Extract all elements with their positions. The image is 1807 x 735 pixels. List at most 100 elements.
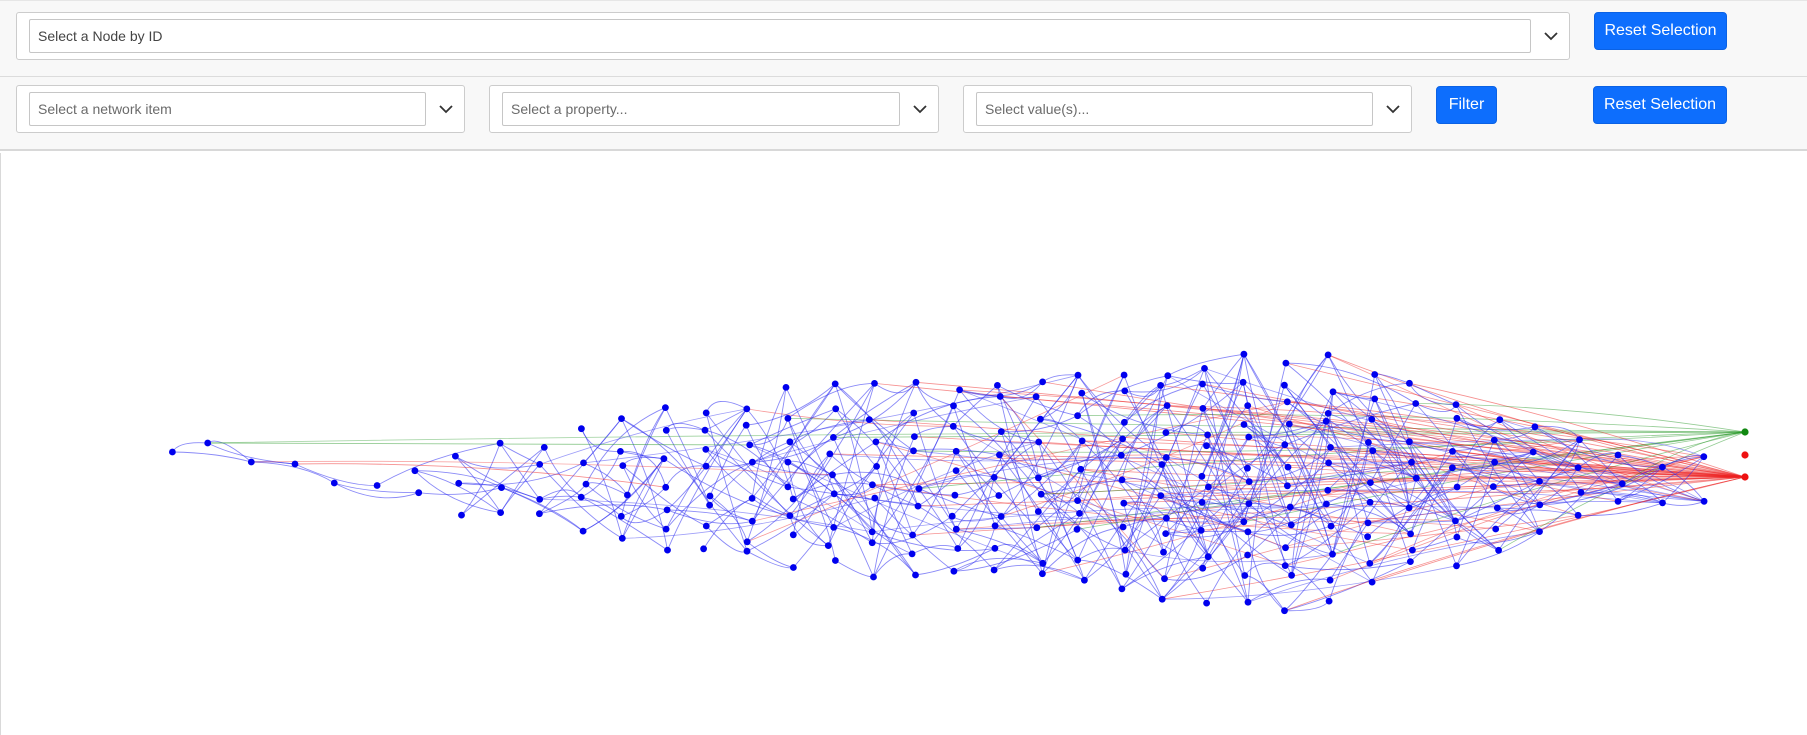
- graph-node[interactable]: [1244, 402, 1252, 409]
- graph-node[interactable]: [1327, 444, 1334, 451]
- graph-node[interactable]: [830, 524, 838, 531]
- graph-node[interactable]: [912, 378, 920, 386]
- graph-node[interactable]: [1367, 479, 1374, 486]
- graph-node[interactable]: [1118, 476, 1126, 484]
- graph-node[interactable]: [1081, 576, 1088, 584]
- graph-node[interactable]: [830, 490, 838, 498]
- graph-node[interactable]: [1074, 497, 1081, 504]
- graph-node[interactable]: [790, 564, 797, 571]
- graph-node[interactable]: [1162, 530, 1170, 537]
- graph-node[interactable]: [784, 458, 792, 466]
- graph-node[interactable]: [1119, 435, 1126, 443]
- graph-node[interactable]: [1074, 412, 1081, 420]
- graph-node[interactable]: [1453, 562, 1460, 570]
- graph-node[interactable]: [1324, 410, 1332, 417]
- graph-node[interactable]: [1035, 438, 1043, 446]
- graph-node[interactable]: [1245, 500, 1253, 507]
- graph-node[interactable]: [952, 467, 960, 474]
- graph-node[interactable]: [660, 455, 668, 463]
- graph-node[interactable]: [1453, 414, 1461, 422]
- graph-node[interactable]: [870, 573, 877, 581]
- graph-node[interactable]: [1406, 438, 1413, 446]
- graph-node[interactable]: [1284, 463, 1292, 471]
- graph-node[interactable]: [996, 393, 1004, 400]
- graph-node[interactable]: [1073, 526, 1081, 533]
- chevron-down-icon[interactable]: [1383, 99, 1403, 119]
- graph-node[interactable]: [1120, 371, 1128, 379]
- graph-node[interactable]: [1452, 517, 1459, 525]
- graph-node[interactable]: [1121, 546, 1129, 554]
- graph-node[interactable]: [706, 501, 713, 509]
- graph-node[interactable]: [1162, 454, 1170, 461]
- graph-node[interactable]: [824, 542, 832, 549]
- graph-node[interactable]: [458, 511, 465, 519]
- graph-node[interactable]: [997, 513, 1005, 520]
- graph-node[interactable]: [1371, 395, 1379, 403]
- network-item-select[interactable]: Select a network item: [16, 85, 465, 133]
- graph-node[interactable]: [701, 426, 709, 434]
- graph-node[interactable]: [1240, 421, 1248, 428]
- graph-node[interactable]: [949, 422, 957, 430]
- graph-node[interactable]: [578, 425, 585, 433]
- graph-node[interactable]: [1199, 564, 1207, 572]
- graph-node[interactable]: [619, 462, 627, 469]
- graph-node[interactable]: [617, 512, 625, 520]
- graph-node[interactable]: [1453, 533, 1461, 541]
- graph-node[interactable]: [995, 492, 1003, 499]
- graph-node[interactable]: [1489, 483, 1497, 490]
- graph-node[interactable]: [950, 402, 957, 410]
- graph-node[interactable]: [455, 479, 463, 487]
- graph-node[interactable]: [1197, 527, 1205, 534]
- graph-node[interactable]: [1287, 521, 1295, 529]
- graph-node[interactable]: [1408, 458, 1415, 466]
- graph-node[interactable]: [1407, 558, 1414, 565]
- graph-node[interactable]: [1368, 578, 1376, 586]
- graph-node[interactable]: [577, 493, 585, 501]
- graph-node[interactable]: [1323, 500, 1330, 508]
- graph-node[interactable]: [784, 415, 792, 422]
- graph-node[interactable]: [706, 492, 714, 500]
- graph-node[interactable]: [1035, 474, 1042, 482]
- graph-node[interactable]: [1244, 464, 1251, 472]
- graph-node[interactable]: [1700, 453, 1708, 461]
- graph-node[interactable]: [702, 409, 710, 417]
- graph-node[interactable]: [1039, 570, 1046, 578]
- graph-node[interactable]: [832, 405, 840, 413]
- graph-node[interactable]: [1326, 576, 1334, 584]
- filter-button[interactable]: Filter: [1436, 86, 1497, 124]
- graph-node[interactable]: [871, 494, 879, 502]
- graph-node[interactable]: [580, 459, 587, 467]
- reset-filter-selection-button[interactable]: Reset Selection: [1593, 86, 1727, 124]
- graph-node[interactable]: [743, 538, 751, 546]
- graph-node[interactable]: [1371, 371, 1379, 378]
- graph-node[interactable]: [1529, 448, 1537, 456]
- graph-node[interactable]: [536, 461, 544, 468]
- graph-node[interactable]: [662, 483, 670, 491]
- graph-node[interactable]: [1495, 546, 1502, 554]
- graph-node[interactable]: [1121, 418, 1128, 426]
- graph-node[interactable]: [915, 485, 923, 493]
- graph-node[interactable]: [789, 495, 797, 503]
- graph-node[interactable]: [865, 416, 873, 423]
- graph-node[interactable]: [1032, 393, 1040, 401]
- graph-node[interactable]: [1659, 463, 1666, 471]
- node-id-select-input[interactable]: Select a Node by ID: [29, 19, 1531, 53]
- graph-node[interactable]: [871, 380, 878, 387]
- graph-node[interactable]: [579, 527, 587, 535]
- graph-node[interactable]: [748, 517, 756, 525]
- graph-node[interactable]: [951, 491, 959, 499]
- graph-node[interactable]: [1033, 524, 1041, 532]
- graph-node[interactable]: [1327, 522, 1335, 530]
- graph-node[interactable]: [742, 421, 750, 429]
- graph-node[interactable]: [618, 415, 625, 422]
- graph-node[interactable]: [1118, 585, 1126, 593]
- graph-node[interactable]: [831, 380, 839, 388]
- graph-node[interactable]: [911, 433, 918, 440]
- graph-node[interactable]: [1120, 499, 1128, 507]
- graph-node[interactable]: [1078, 389, 1086, 397]
- graph-node[interactable]: [1244, 528, 1252, 536]
- graph-node[interactable]: [990, 566, 998, 574]
- graph-node[interactable]: [1117, 451, 1125, 459]
- graph-node[interactable]: [1366, 560, 1374, 567]
- graph-node[interactable]: [411, 467, 419, 475]
